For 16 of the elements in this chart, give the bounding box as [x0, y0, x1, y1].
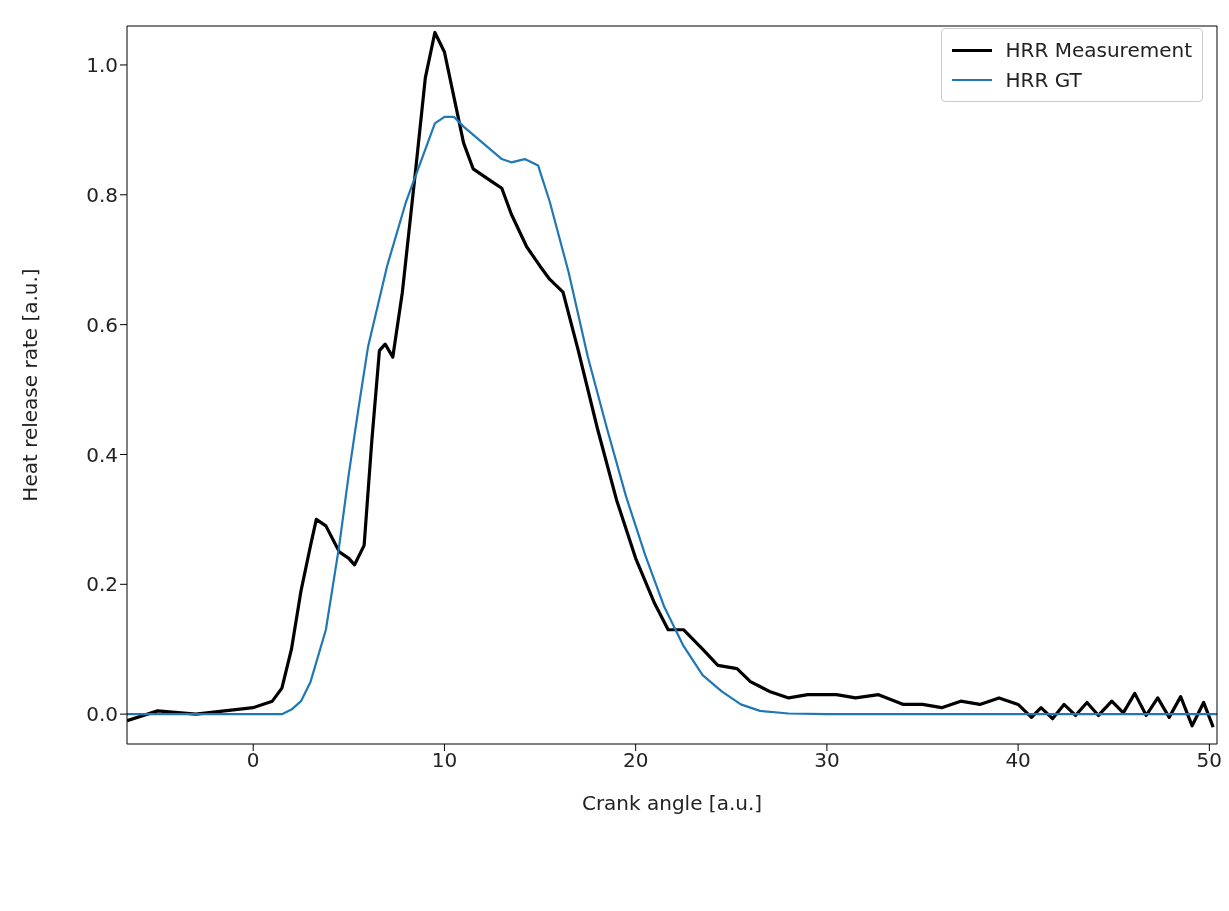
- y-axis-title: Heat release rate [a.u.]: [18, 268, 43, 502]
- x-tick-label: 50: [1196, 748, 1223, 773]
- y-tick-label: 0.8: [86, 182, 118, 207]
- y-tick-label: 0.6: [86, 312, 118, 337]
- legend-label: HRR GT: [1005, 68, 1082, 92]
- x-tick-label: 30: [814, 748, 840, 773]
- x-tick-label: 10: [431, 748, 458, 773]
- y-tick-label: 1.0: [86, 53, 118, 78]
- y-tick-label: 0.4: [86, 442, 118, 467]
- x-tick-label: 40: [1005, 748, 1031, 773]
- x-axis-title: Crank angle [a.u.]: [581, 791, 763, 815]
- x-tick-label: 20: [622, 748, 649, 773]
- y-tick-label: 0.0: [86, 702, 118, 727]
- legend-label: HRR Measurement: [1005, 38, 1192, 62]
- x-tick-label: 0: [246, 748, 260, 773]
- y-tick-label: 0.2: [86, 572, 118, 597]
